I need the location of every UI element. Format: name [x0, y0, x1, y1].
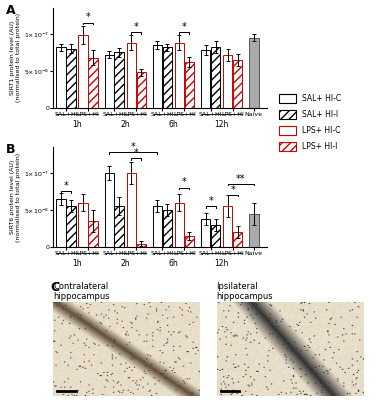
Bar [114, 52, 124, 108]
Bar [78, 35, 88, 108]
Text: *: * [208, 196, 213, 206]
Bar [136, 72, 146, 108]
Bar [201, 219, 211, 247]
Bar [127, 43, 136, 108]
Bar [88, 221, 98, 247]
Bar [185, 236, 194, 247]
Bar [66, 206, 76, 247]
Text: *: * [134, 148, 139, 158]
Bar [56, 199, 66, 247]
Bar [233, 232, 242, 247]
Bar [163, 210, 172, 247]
Text: *: * [134, 22, 139, 32]
Bar [114, 206, 124, 247]
Text: *: * [131, 142, 136, 152]
Text: 2h: 2h [120, 259, 130, 268]
Bar [56, 47, 66, 108]
Bar [211, 47, 220, 108]
Text: *: * [182, 22, 187, 32]
Text: 6h: 6h [169, 259, 178, 268]
Bar [201, 50, 211, 108]
Text: 1h: 1h [72, 259, 82, 268]
Bar [249, 214, 258, 247]
Text: *: * [182, 177, 187, 187]
Bar [153, 45, 162, 108]
Text: Contralateral
hippocampus: Contralateral hippocampus [53, 282, 110, 301]
Text: 12h: 12h [214, 259, 229, 268]
Text: *: * [86, 12, 90, 22]
Bar [175, 43, 184, 108]
Bar [185, 62, 194, 108]
Bar [105, 173, 114, 247]
Text: 2h: 2h [120, 120, 130, 129]
Text: 12h: 12h [214, 120, 229, 129]
Y-axis label: SIRT6 protein level (AU)
(normalised to total protein): SIRT6 protein level (AU) (normalised to … [10, 152, 21, 242]
Bar [78, 202, 88, 247]
Bar [249, 38, 258, 108]
Bar [153, 206, 162, 247]
Bar [163, 47, 172, 108]
Bar [105, 55, 114, 108]
Text: *: * [64, 181, 68, 191]
Bar [223, 55, 233, 108]
Bar [211, 225, 220, 247]
Bar [175, 202, 184, 247]
Bar [127, 173, 136, 247]
Bar [66, 49, 76, 108]
Text: **: ** [236, 174, 245, 184]
Text: 6h: 6h [169, 120, 178, 129]
Bar [136, 244, 146, 247]
Text: B: B [6, 143, 16, 156]
Bar [233, 60, 242, 108]
Text: C: C [50, 281, 59, 294]
Bar [88, 58, 98, 108]
Legend: SAL+ HI-C, SAL+ HI-I, LPS+ HI-C, LPS+ HI-I: SAL+ HI-C, SAL+ HI-I, LPS+ HI-C, LPS+ HI… [279, 94, 341, 151]
Y-axis label: SIRT1 protein level (AU)
(normalised to total protein): SIRT1 protein level (AU) (normalised to … [10, 13, 21, 102]
Text: *: * [230, 185, 235, 195]
Text: 1h: 1h [72, 120, 82, 129]
Bar [223, 206, 233, 247]
Text: Ipsilateral
hippocampus: Ipsilateral hippocampus [217, 282, 273, 301]
Text: A: A [6, 4, 16, 17]
